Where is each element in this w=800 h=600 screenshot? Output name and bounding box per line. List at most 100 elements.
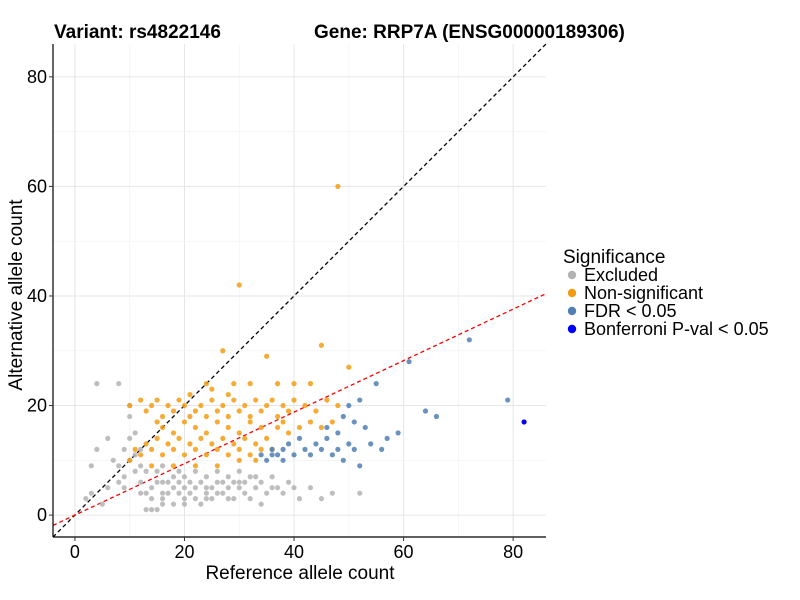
point-non-significant [181, 402, 188, 409]
point-fdr-0-05 [373, 381, 379, 387]
point-excluded [138, 490, 144, 496]
point-excluded [192, 485, 199, 491]
point-excluded [357, 490, 363, 496]
point-non-significant [149, 402, 155, 409]
point-non-significant [127, 457, 133, 463]
y-axis-title: Alternative allele count [6, 199, 27, 391]
point-excluded [143, 507, 149, 513]
point-excluded [116, 479, 122, 485]
point-excluded [209, 496, 215, 502]
point-excluded [88, 490, 94, 496]
point-fdr-0-05 [258, 452, 264, 458]
point-fdr-0-05 [340, 457, 346, 463]
point-fdr-0-05 [329, 452, 335, 458]
point-non-significant [291, 397, 297, 403]
point-non-significant [143, 408, 149, 414]
point-excluded [220, 490, 226, 496]
point-non-significant [236, 457, 242, 463]
point-excluded [143, 468, 149, 474]
grid-lines [53, 44, 546, 537]
point-fdr-0-05 [274, 452, 281, 458]
point-fdr-0-05 [406, 359, 412, 365]
point-non-significant [203, 430, 209, 436]
point-excluded [127, 413, 133, 420]
point-excluded [159, 501, 166, 507]
legend-swatch [567, 270, 577, 280]
reference-lines [52, 43, 547, 538]
legend-title: Significance [563, 247, 665, 268]
point-non-significant [231, 441, 237, 447]
title-variant: Variant: rs4822146 [54, 22, 221, 43]
point-fdr-0-05 [302, 446, 308, 452]
point-excluded [291, 485, 297, 491]
point-non-significant [192, 463, 199, 469]
point-excluded [116, 381, 122, 387]
point-excluded [149, 496, 155, 502]
point-non-significant [138, 452, 144, 458]
point-excluded [231, 496, 237, 502]
point-non-significant [192, 424, 199, 431]
point-non-significant [242, 402, 248, 409]
point-non-significant [247, 419, 253, 425]
point-non-significant [176, 435, 182, 441]
point-non-significant [181, 452, 188, 458]
point-non-significant [329, 419, 335, 425]
point-excluded [181, 501, 188, 507]
point-non-significant [307, 381, 314, 387]
point-excluded [176, 490, 182, 496]
legend-label: FDR < 0.05 [584, 301, 677, 321]
point-non-significant [225, 413, 231, 420]
point-non-significant [231, 381, 237, 387]
point-excluded [121, 485, 127, 491]
point-non-significant [181, 419, 188, 425]
point-non-significant [264, 435, 270, 441]
point-excluded [274, 485, 281, 491]
point-fdr-0-05 [346, 402, 352, 409]
point-excluded [181, 474, 188, 480]
x-tick-label: 0 [70, 542, 80, 562]
point-excluded [236, 479, 242, 485]
point-non-significant [203, 413, 209, 420]
point-fdr-0-05 [505, 397, 511, 403]
point-excluded [220, 479, 226, 485]
point-non-significant [258, 424, 264, 431]
point-excluded [138, 446, 144, 452]
point-excluded [258, 479, 264, 485]
point-non-significant [159, 452, 166, 458]
point-fdr-0-05 [269, 446, 275, 452]
y-tick-label: 80 [27, 67, 47, 87]
point-non-significant [187, 441, 193, 447]
x-tick-label: 60 [394, 542, 414, 562]
point-fdr-0-05 [291, 452, 297, 458]
point-excluded [318, 496, 325, 502]
point-fdr-0-05 [318, 446, 325, 452]
x-tick-label: 20 [174, 542, 194, 562]
legend-label: Bonferroni P-val < 0.05 [584, 319, 769, 339]
point-non-significant [220, 348, 226, 354]
point-fdr-0-05 [280, 457, 286, 463]
point-excluded [149, 507, 155, 513]
point-excluded [203, 496, 209, 502]
point-non-significant [138, 397, 144, 403]
point-non-significant [253, 441, 259, 447]
point-non-significant [258, 408, 264, 414]
point-non-significant [258, 446, 264, 452]
point-excluded [187, 490, 193, 496]
point-non-significant [318, 342, 325, 348]
point-non-significant [318, 424, 325, 431]
point-non-significant [247, 452, 253, 458]
point-fdr-0-05 [422, 408, 429, 414]
point-excluded [280, 490, 286, 496]
point-non-significant [236, 408, 242, 414]
point-excluded [170, 485, 177, 491]
point-non-significant [335, 402, 341, 409]
point-excluded [203, 490, 209, 496]
point-fdr-0-05 [368, 441, 374, 447]
point-fdr-0-05 [285, 441, 292, 447]
point-excluded [105, 485, 111, 491]
data-points [83, 183, 527, 513]
point-excluded [138, 463, 144, 469]
point-excluded [181, 485, 188, 491]
point-non-significant [203, 381, 209, 387]
point-non-significant [170, 446, 177, 452]
